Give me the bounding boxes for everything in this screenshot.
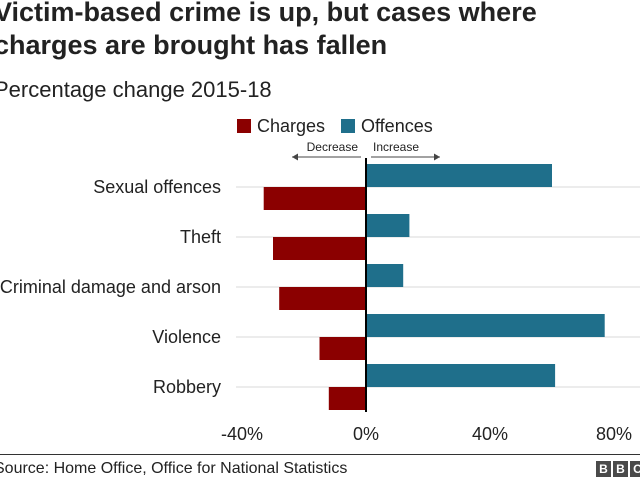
category-label: Theft xyxy=(180,227,221,247)
legend-label: Charges xyxy=(257,116,325,136)
category-label: Criminal damage and arson xyxy=(0,277,221,297)
legend-swatch xyxy=(341,119,355,133)
legend-swatch xyxy=(237,119,251,133)
logo-letter: B xyxy=(613,461,628,477)
x-tick-label: 40% xyxy=(472,424,508,444)
decrease-arrow-head xyxy=(292,153,298,161)
chart-title: Victim-based crime is up, but cases wher… xyxy=(0,0,537,60)
increase-arrow-head xyxy=(434,153,440,161)
x-tick-label: 80% xyxy=(596,424,632,444)
source-note: Source: Home Office, Office for National… xyxy=(0,460,348,477)
bar-charges xyxy=(279,287,366,310)
chart-subtitle: Percentage change 2015-18 xyxy=(0,77,272,102)
bar-offences xyxy=(366,364,556,387)
bar-charges xyxy=(328,387,366,410)
bar-charges xyxy=(263,187,366,210)
footer-divider xyxy=(0,454,640,455)
logo-letter: C xyxy=(630,461,640,477)
bar-offences xyxy=(366,164,552,187)
category-label: Robbery xyxy=(153,377,221,397)
bar-charges xyxy=(319,337,366,360)
logo-letter: B xyxy=(596,461,611,477)
bar-charges xyxy=(273,237,366,260)
legend-label: Offences xyxy=(361,116,433,136)
bar-offences xyxy=(366,214,410,237)
category-label: Sexual offences xyxy=(93,177,221,197)
bar-chart: Charges Offences Decrease Increase Sexual … xyxy=(0,116,640,444)
decrease-label: Decrease xyxy=(307,140,359,154)
category-label: Violence xyxy=(152,327,221,347)
bbc-logo: B B C xyxy=(596,461,640,477)
x-tick-label: 0% xyxy=(353,424,379,444)
bar-offences xyxy=(366,314,605,337)
bar-offences xyxy=(366,264,404,287)
x-tick-label: -40% xyxy=(221,424,263,444)
increase-label: Increase xyxy=(373,140,419,154)
